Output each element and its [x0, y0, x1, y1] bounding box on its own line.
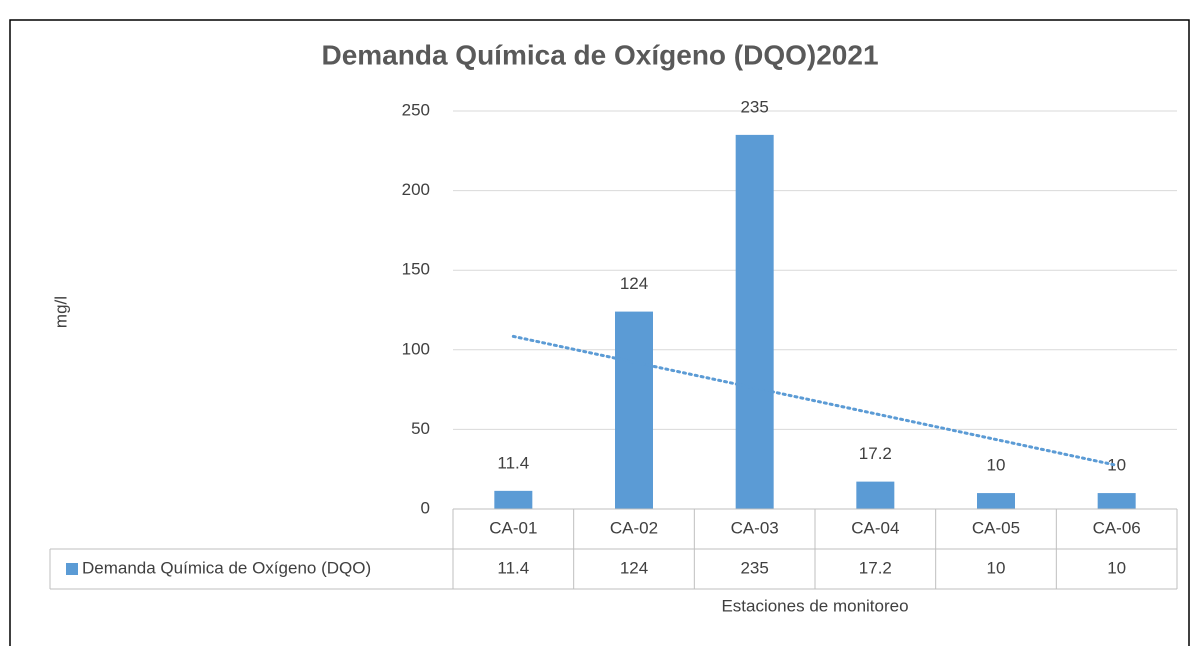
legend-swatch — [66, 563, 78, 575]
bar — [1097, 493, 1136, 509]
x-tick-label: CA-06 — [1093, 518, 1141, 537]
data-label: 17.2 — [859, 444, 892, 463]
table-value: 17.2 — [859, 558, 892, 577]
bar — [735, 134, 774, 509]
data-label: 235 — [740, 97, 768, 116]
chart-title: Demanda Química de Oxígeno (DQO)2021 — [321, 39, 878, 70]
data-label: 10 — [987, 456, 1006, 475]
bar — [856, 481, 895, 509]
legend-entry: Demanda Química de Oxígeno (DQO) — [82, 558, 371, 577]
bar — [977, 493, 1015, 509]
table-value: 124 — [620, 558, 648, 577]
x-tick-label: CA-03 — [731, 518, 779, 537]
x-tick-label: CA-05 — [972, 518, 1020, 537]
table-value: 10 — [987, 558, 1006, 577]
y-tick-label: 250 — [402, 100, 430, 119]
bar — [615, 311, 653, 509]
y-tick-label: 150 — [402, 260, 430, 279]
table-value: 11.4 — [497, 558, 529, 577]
y-axis-label: mg/l — [51, 296, 70, 328]
table-value: 235 — [740, 558, 768, 577]
data-label: 10 — [1107, 456, 1126, 475]
trendline — [511, 334, 1119, 467]
y-tick-label: 200 — [402, 180, 430, 199]
bar — [494, 490, 533, 509]
y-tick-label: 100 — [402, 339, 430, 358]
x-tick-label: CA-01 — [489, 518, 537, 537]
y-tick-label: 0 — [421, 498, 430, 517]
data-label: 124 — [620, 274, 648, 293]
x-axis-label: Estaciones de monitoreo — [721, 596, 908, 615]
data-label: 11.4 — [497, 453, 529, 472]
table-value: 10 — [1107, 558, 1126, 577]
chart-border — [9, 19, 1190, 646]
x-tick-label: CA-04 — [851, 518, 899, 537]
x-tick-label: CA-02 — [610, 518, 658, 537]
y-tick-label: 50 — [411, 419, 430, 438]
